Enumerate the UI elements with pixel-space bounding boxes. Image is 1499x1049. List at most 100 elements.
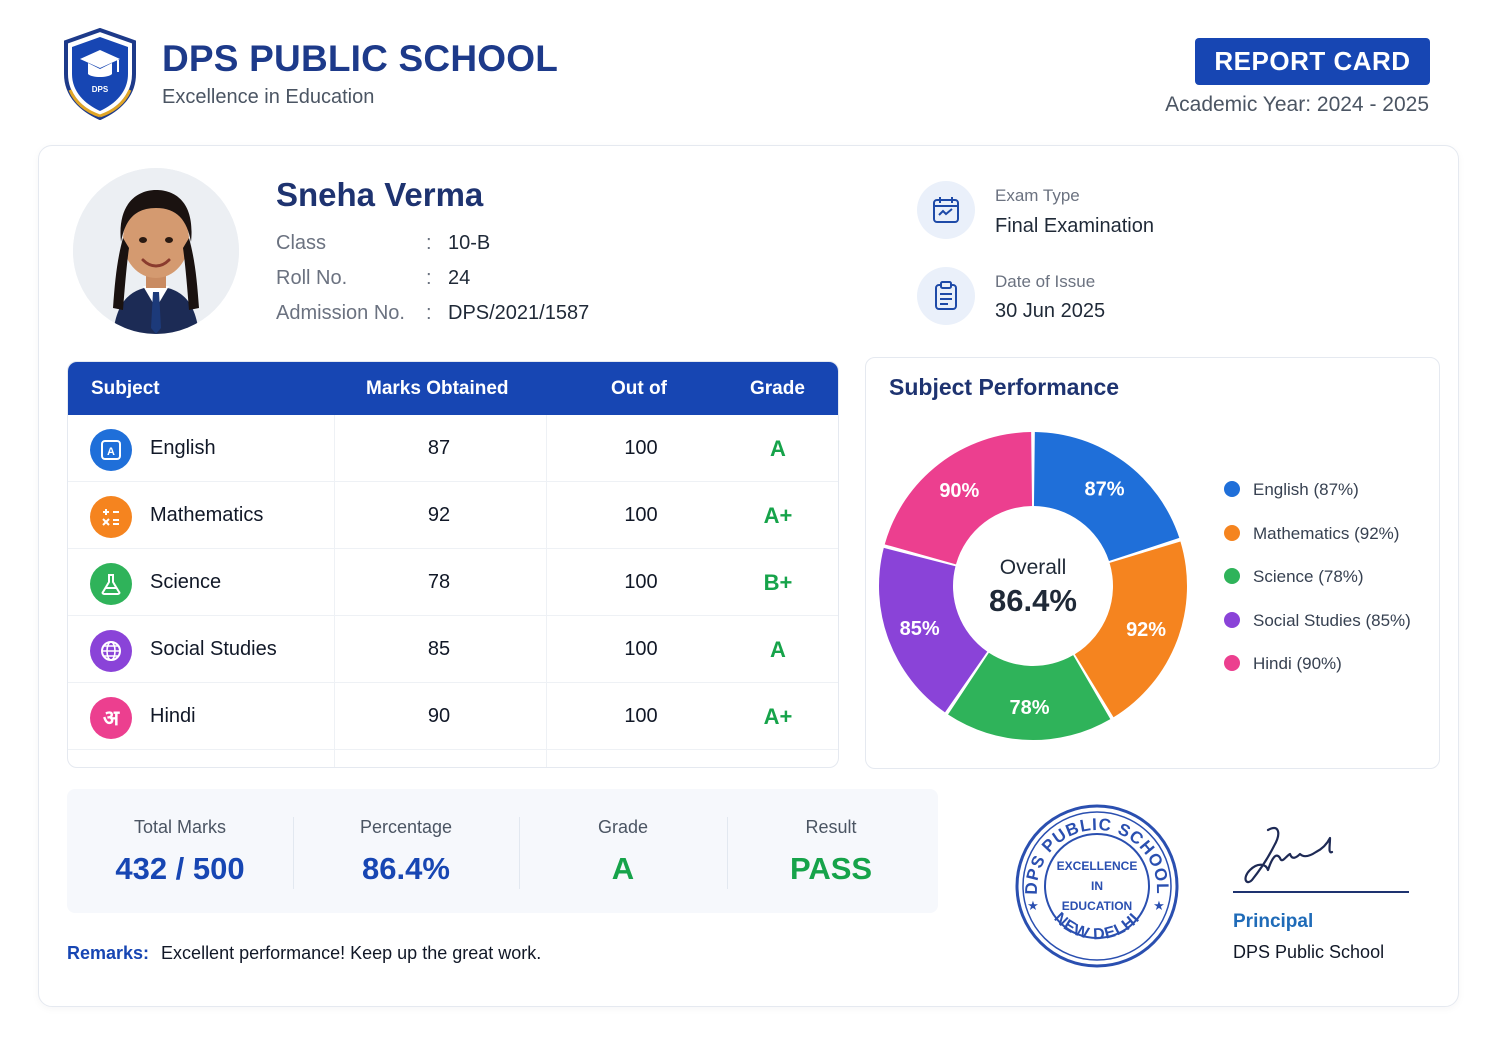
flask-icon	[90, 563, 132, 605]
donut-chart: 87% 92% 78% 85% 90% Overall 86.4%	[879, 432, 1187, 740]
academic-year: Academic Year: 2024 - 2025	[1165, 93, 1429, 116]
header-grade: Grade	[750, 378, 805, 399]
table-row: Science 78 100 B+	[68, 549, 838, 616]
legend-dot	[1224, 655, 1240, 671]
report-card-badge: REPORT CARD	[1195, 38, 1430, 85]
marks-obtained: 92	[427, 504, 451, 526]
svg-text:EXCELLENCE: EXCELLENCE	[1057, 859, 1138, 873]
book-icon: A	[90, 429, 132, 471]
subject-name: Science	[150, 571, 222, 593]
table-header: Subject Marks Obtained Out of Grade	[68, 362, 838, 415]
header-marks: Marks Obtained	[366, 378, 509, 399]
overall-grade: Grade A	[597, 817, 649, 886]
calculator-icon	[90, 496, 132, 538]
slice-label: 90%	[939, 480, 979, 502]
date-of-issue-value: 30 Jun 2025	[995, 300, 1106, 322]
calendar-icon	[917, 181, 975, 239]
remarks: Remarks: Excellent performance! Keep up t…	[67, 943, 541, 964]
marks-table: Subject Marks Obtained Out of Grade A En…	[67, 361, 839, 768]
svg-text:EDUCATION: EDUCATION	[1062, 899, 1132, 913]
legend-dot	[1224, 481, 1240, 497]
svg-text:A: A	[107, 446, 115, 458]
roll-value: 24	[448, 267, 471, 289]
marks-obtained: 85	[427, 638, 451, 660]
table-row: Mathematics 92 100 A+	[68, 482, 838, 549]
exam-type-value: Final Examination	[995, 215, 1154, 237]
grade: A	[770, 436, 786, 461]
date-of-issue-label: Date of Issue	[995, 272, 1096, 291]
out-of: 100	[624, 571, 658, 593]
slice-mathematics	[1074, 541, 1187, 718]
class-value: 10-B	[448, 232, 491, 254]
globe-icon	[90, 630, 132, 672]
chart-center-label: Overall	[1000, 556, 1067, 579]
svg-text:★: ★	[1027, 898, 1039, 913]
out-of: 100	[624, 705, 658, 727]
report-header: DPS DPS PUBLIC SCHOOL Excellence in Educ…	[0, 0, 1499, 140]
table-row: Social Studies 85 100 A	[68, 616, 838, 683]
legend-dot	[1224, 525, 1240, 541]
slice-label: 85%	[900, 618, 940, 640]
grade: A+	[763, 503, 793, 528]
slice-hindi	[884, 432, 1033, 565]
chart-center-value: 86.4%	[989, 583, 1077, 618]
slice-label: 87%	[1085, 478, 1125, 500]
school-name: DPS PUBLIC SCHOOL	[162, 38, 559, 79]
slice-english	[1033, 432, 1180, 562]
svg-text:★: ★	[1153, 898, 1165, 913]
slice-label: 78%	[1009, 697, 1049, 719]
total-marks: Total Marks 432 / 500	[115, 817, 245, 886]
legend-hindi: Hindi (90%)	[1224, 654, 1342, 674]
exam-type-label: Exam Type	[995, 186, 1080, 205]
roll-label: Roll No.	[276, 267, 348, 289]
table-row: A English 87 100 A	[68, 415, 838, 482]
roll-row: Roll No.:24	[276, 267, 471, 289]
subject-name: Social Studies	[150, 638, 277, 660]
legend-mathematics: Mathematics (92%)	[1224, 524, 1399, 544]
legend-science: Science (78%)	[1224, 567, 1364, 587]
clipboard-icon	[917, 267, 975, 325]
table-row: अ Hindi 90 100 A+	[68, 683, 838, 750]
admission-row: Admission No.: DPS/2021/1587	[276, 302, 590, 324]
subject-name: Hindi	[150, 705, 196, 727]
student-name: Sneha Verma	[276, 176, 484, 213]
remarks-label: Remarks:	[67, 943, 150, 963]
svg-text:NEW DELHI: NEW DELHI	[1051, 910, 1144, 944]
school-stamp: DPS PUBLIC SCHOOL NEW DELHI EXCELLENCE I…	[1015, 804, 1179, 968]
header-out-of: Out of	[611, 378, 667, 399]
principal-school: DPS Public School	[1233, 942, 1385, 962]
legend-dot	[1224, 568, 1240, 584]
marks-obtained: 90	[427, 705, 451, 727]
school-tagline: Excellence in Education	[162, 86, 375, 108]
slice-label: 92%	[1126, 619, 1166, 641]
out-of: 100	[624, 504, 658, 526]
slice-social-studies	[879, 547, 988, 713]
out-of: 100	[624, 437, 658, 459]
grade: A	[770, 637, 786, 662]
legend-english: English (87%)	[1224, 480, 1359, 500]
legend-dot	[1224, 612, 1240, 628]
hindi-letter-icon: अ	[90, 697, 132, 739]
school-logo: DPS	[64, 28, 136, 120]
result: Result PASS	[789, 817, 873, 886]
result-summary: Total Marks 432 / 500 Percentage 86.4% G…	[67, 789, 938, 913]
header-subject: Subject	[91, 378, 160, 399]
admission-label: Admission No.	[276, 302, 405, 324]
admission-value: DPS/2021/1587	[448, 302, 590, 324]
legend-social-studies: Social Studies (85%)	[1224, 611, 1411, 631]
remarks-text: Excellent performance! Keep up the great…	[161, 943, 542, 963]
subject-name: English	[150, 437, 216, 459]
class-label: Class	[276, 232, 327, 254]
out-of: 100	[624, 638, 658, 660]
percentage: Percentage 86.4%	[359, 817, 453, 886]
principal-title: Principal	[1233, 911, 1314, 932]
student-photo	[73, 168, 239, 334]
chart-title: Subject Performance	[889, 374, 1120, 400]
signature-line	[1233, 891, 1409, 893]
slice-science	[948, 652, 1111, 740]
grade: A+	[763, 704, 793, 729]
marks-obtained: 78	[427, 571, 451, 593]
subject-name: Mathematics	[150, 504, 264, 526]
logo-text: DPS	[92, 85, 109, 94]
svg-text:IN: IN	[1091, 879, 1103, 893]
